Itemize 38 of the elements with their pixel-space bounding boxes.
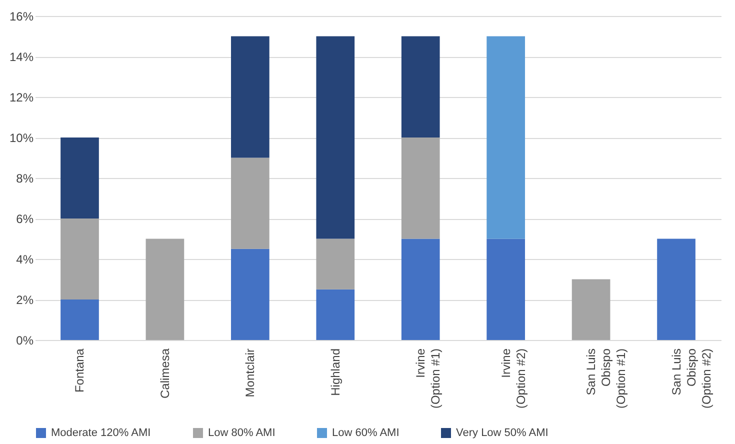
bar <box>316 289 355 340</box>
bar <box>231 36 270 158</box>
x-tick-label: Irvine (Option #2) <box>498 348 528 409</box>
y-tick-label: 14% <box>9 50 34 64</box>
x-tick-label: Irvine (Option #1) <box>414 348 443 409</box>
x-tick-label: Calimesa <box>158 348 172 399</box>
bar <box>486 36 525 239</box>
legend-label: Low 80% AMI <box>208 427 276 439</box>
legend-label: Very Low 50% AMI <box>456 427 548 439</box>
bar <box>572 279 610 340</box>
y-tick-label: 12% <box>9 90 34 104</box>
bar <box>316 36 355 239</box>
legend-label: Moderate 120% AMI <box>51 427 151 439</box>
x-tick-label: Fontana <box>72 348 87 393</box>
x-tick-label: Montclair <box>243 348 258 398</box>
bar <box>231 158 270 249</box>
bar <box>401 138 440 239</box>
y-tick-label: 4% <box>16 252 34 266</box>
bar <box>60 300 99 340</box>
bar <box>657 238 696 340</box>
bar <box>231 248 270 340</box>
bar <box>401 238 440 340</box>
x-tick-label: San Luis Obispo (Option #1) <box>584 348 628 409</box>
y-tick-label: 0% <box>16 334 34 348</box>
y-tick-label: 8% <box>16 172 34 186</box>
legend-label: Low 60% AMI <box>332 427 400 439</box>
y-tick-label: 6% <box>16 212 34 226</box>
bar <box>486 238 525 340</box>
bar <box>60 138 99 218</box>
x-tick-label: San Luis Obispo (Option #2) <box>669 348 714 409</box>
x-tick-label: Highland <box>328 348 342 396</box>
bar <box>146 238 184 340</box>
bar <box>316 238 355 290</box>
bar <box>401 36 440 138</box>
y-tick-label: 10% <box>9 131 34 145</box>
y-tick-label: 16% <box>9 10 34 24</box>
bar <box>60 218 99 300</box>
y-tick-label: 2% <box>16 293 34 307</box>
